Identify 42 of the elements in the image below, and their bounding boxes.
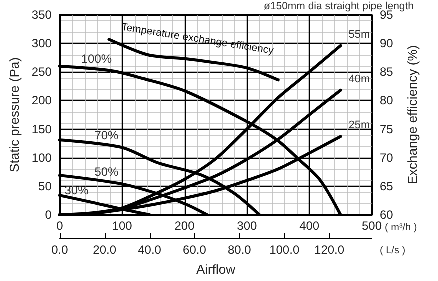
x2-tick-label: 120.0 xyxy=(314,243,345,257)
y-tick-label: 300 xyxy=(32,36,52,51)
y2-tick-label: 75 xyxy=(380,122,394,136)
x-tick-label: 200 xyxy=(174,219,196,233)
x2-tick-label: 0.0 xyxy=(52,243,69,257)
x-tick-label: 0 xyxy=(56,219,64,233)
y-tick-label: 350 xyxy=(32,8,52,22)
series-label: 70% xyxy=(94,128,120,143)
y2-tick-label: 90 xyxy=(380,36,394,51)
series-label: 40m xyxy=(348,73,370,86)
x-tick-label: 100 xyxy=(112,219,133,233)
series-label: 30% xyxy=(64,183,90,198)
y-axis-title: Static pressure (Pa) xyxy=(7,58,22,172)
text: Temperature exchange efficiency xyxy=(120,21,276,58)
x-tick-label: 500 xyxy=(362,219,382,233)
series-label: 50% xyxy=(94,165,120,180)
y2-tick-label: 65 xyxy=(380,179,394,194)
y2-tick-label: 70 xyxy=(380,150,394,165)
series-label: 25m xyxy=(348,120,370,132)
y-tick-label: 150 xyxy=(32,122,52,136)
x2-tick-label: 80.0 xyxy=(228,243,252,257)
y2-tick-label: 85 xyxy=(380,65,394,80)
series-label: 55m xyxy=(348,28,370,41)
y-tick-label: 200 xyxy=(32,94,52,108)
x2-tick-label: 60.0 xyxy=(183,243,207,257)
y2-tick-label: 80 xyxy=(380,94,394,108)
y-tick-label: 250 xyxy=(32,65,52,80)
y-tick-label: 100 xyxy=(32,150,52,165)
y2-tick-label: 60 xyxy=(380,208,394,222)
text: ( m³/h ) xyxy=(385,222,418,234)
x-axis-title: Airflow xyxy=(196,262,236,277)
x2-axis-title: ( L/s ) xyxy=(380,246,406,256)
x-tick-label: 300 xyxy=(237,219,258,233)
y-tick-label: 50 xyxy=(38,179,52,194)
series-label: 100% xyxy=(81,52,112,66)
x2-tick-label: 20.0 xyxy=(93,243,117,257)
y2-tick-label: 95 xyxy=(380,8,394,22)
y2-axis-title: Exchange efficiency (%) xyxy=(405,45,420,185)
x2-tick-label: 100.0 xyxy=(270,243,300,257)
x2-tick-label: 40.0 xyxy=(138,243,162,257)
y-tick-label: 0 xyxy=(45,208,52,222)
x-tick-label: 400 xyxy=(300,219,320,233)
